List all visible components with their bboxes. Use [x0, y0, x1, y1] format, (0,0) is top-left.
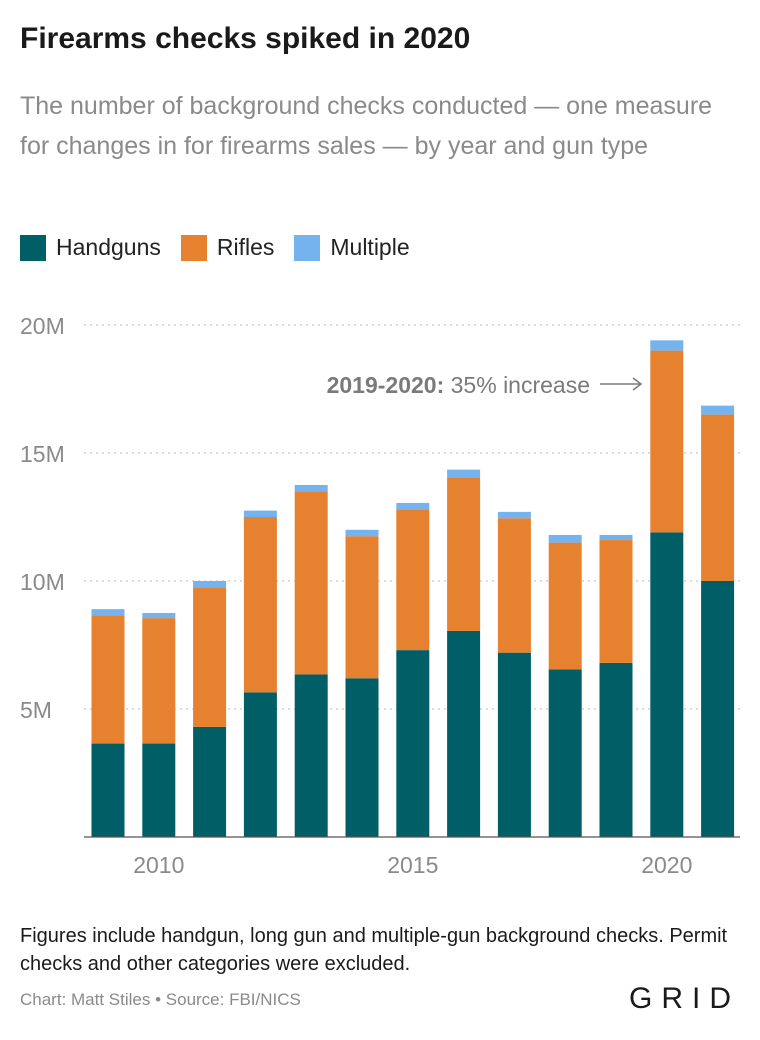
- legend-item-multiple: Multiple: [294, 234, 410, 261]
- bar-handguns-2020: [650, 532, 684, 837]
- bar-rifles-2011: [193, 587, 227, 727]
- bar-rifles-2013: [294, 491, 328, 675]
- bar-rifles-2020: [650, 350, 684, 533]
- bar-handguns-2012: [243, 692, 277, 837]
- y-tick-label: 20M: [20, 313, 65, 339]
- bar-rifles-2021: [701, 414, 735, 581]
- bar-layer: [91, 340, 735, 837]
- legend-swatch-rifles: [180, 234, 207, 261]
- bar-rifles-2019: [599, 540, 633, 663]
- bar-handguns-2009: [91, 743, 125, 837]
- legend-label-multiple: Multiple: [330, 234, 410, 260]
- y-tick-label: 10M: [20, 569, 65, 595]
- bar-multiple-2014: [345, 529, 379, 537]
- credit-line: Chart: Matt Stiles • Source: FBI/NICS: [20, 990, 301, 1009]
- legend-item-handguns: Handguns: [20, 234, 161, 261]
- bar-multiple-2010: [142, 613, 176, 619]
- chart-subtitle: The number of background checks conducte…: [20, 92, 713, 160]
- axis-layer: 5M 10M 15M 20M 2010 2015 2020: [20, 313, 740, 878]
- bar-handguns-2015: [396, 650, 430, 837]
- bar-rifles-2017: [497, 518, 531, 653]
- legend-item-rifles: Rifles: [180, 234, 275, 261]
- grid-logo: GRID: [629, 982, 740, 1015]
- annotation: 2019-2020: 35% increase: [327, 372, 643, 398]
- bar-multiple-2019: [599, 534, 633, 541]
- legend: Handguns Rifles Multiple: [20, 234, 430, 261]
- bar-multiple-2011: [193, 581, 227, 588]
- bar-multiple-2012: [243, 510, 277, 517]
- stacked-bar-chart: 5M 10M 15M 20M 2010 2015 2020 2019-2020: 35% i…: [20, 313, 740, 878]
- bar-handguns-2019: [599, 662, 633, 837]
- legend-label-rifles: Rifles: [216, 234, 275, 260]
- x-tick-label: 2020: [641, 852, 692, 878]
- legend-swatch-multiple: [294, 234, 321, 261]
- legend-label-handguns: Handguns: [56, 234, 161, 260]
- bar-multiple-2020: [650, 340, 684, 351]
- x-tick-label: 2010: [133, 852, 184, 878]
- bar-rifles-2016: [447, 477, 481, 631]
- y-tick-label: 5M: [20, 697, 52, 723]
- legend-swatch-handguns: [20, 234, 46, 261]
- y-tick-label: 15M: [20, 441, 65, 467]
- bar-multiple-2021: [701, 405, 735, 415]
- bar-handguns-2018: [548, 669, 582, 837]
- bar-multiple-2018: [548, 534, 582, 543]
- bar-multiple-2009: [91, 609, 125, 616]
- bar-handguns-2013: [294, 674, 328, 837]
- bar-rifles-2015: [396, 509, 430, 651]
- annotation-arrow-head: [632, 377, 643, 391]
- annotation-body: 35% increase: [444, 372, 590, 398]
- bar-rifles-2012: [243, 517, 277, 693]
- bar-multiple-2017: [497, 511, 531, 519]
- bar-handguns-2011: [193, 726, 227, 837]
- annotation-bold: 2019-2020:: [327, 372, 445, 398]
- bar-handguns-2010: [142, 743, 176, 837]
- bar-handguns-2014: [345, 678, 379, 837]
- chart-title: Firearms checks spiked in 2020: [20, 22, 471, 55]
- bar-multiple-2016: [447, 469, 481, 478]
- bar-rifles-2014: [345, 536, 379, 679]
- bar-rifles-2010: [142, 618, 176, 744]
- x-tick-label: 2015: [387, 852, 438, 878]
- footnote: Figures include handgun, long gun and mu…: [20, 925, 728, 975]
- annotation-text: 2019-2020: 35% increase: [327, 372, 590, 398]
- bar-handguns-2021: [701, 581, 735, 837]
- bar-rifles-2018: [548, 542, 582, 670]
- bar-multiple-2013: [294, 485, 328, 492]
- bar-handguns-2017: [497, 652, 531, 837]
- bar-handguns-2016: [447, 630, 481, 837]
- bar-multiple-2015: [396, 502, 430, 510]
- bar-rifles-2009: [91, 615, 125, 744]
